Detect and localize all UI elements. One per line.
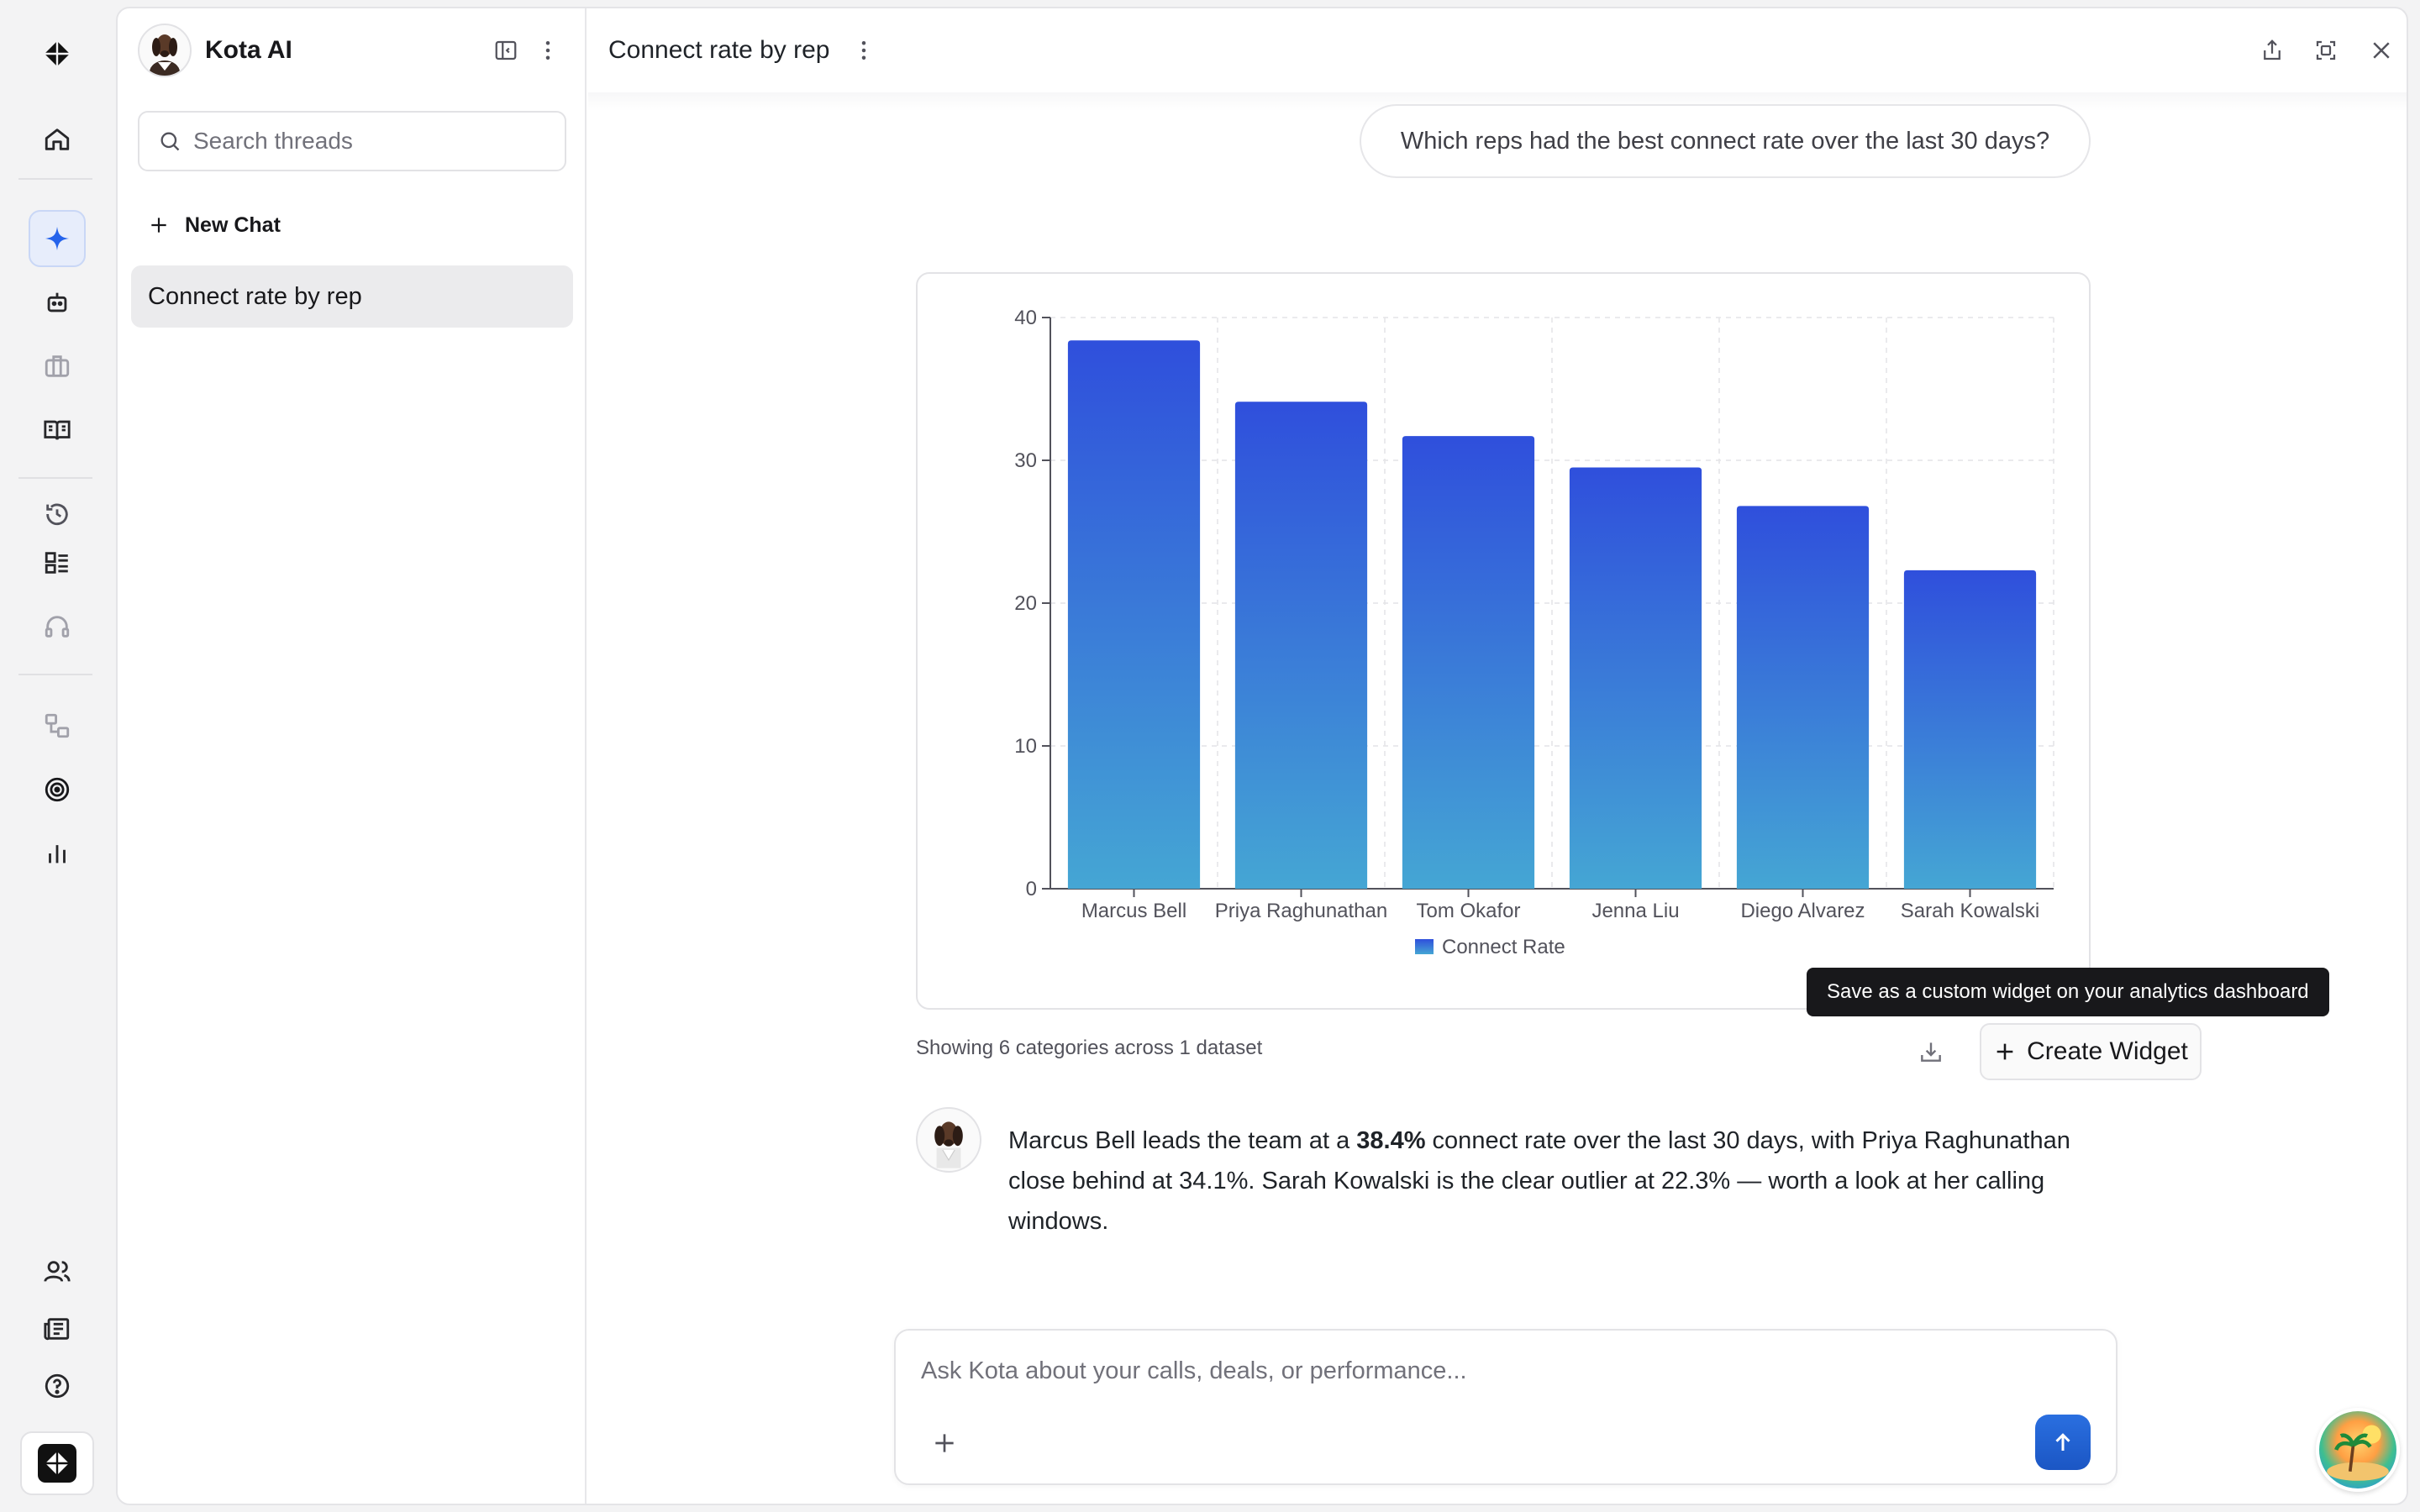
chart-legend: Connect Rate — [1415, 936, 1565, 958]
briefcase-icon[interactable] — [29, 338, 86, 395]
attach-button[interactable] — [926, 1425, 963, 1462]
bot-icon[interactable] — [29, 274, 86, 331]
composer-input[interactable] — [921, 1357, 2081, 1391]
dog-avatar-icon — [934, 1121, 963, 1168]
chat-header: Connect rate by rep — [588, 8, 2407, 92]
y-tick-label: 20 — [1014, 592, 1037, 615]
app-logo-icon[interactable] — [29, 25, 86, 82]
plus-icon — [151, 218, 166, 233]
help-icon[interactable] — [29, 1357, 86, 1415]
chart-note: Showing 6 categories across 1 dataset — [916, 1037, 1263, 1059]
threads-more-icon[interactable] — [531, 34, 565, 67]
chart-grid — [1050, 317, 2054, 889]
x-tick-label: Priya Raghunathan — [1215, 900, 1387, 922]
island-icon — [2327, 1425, 2389, 1481]
bar — [1569, 467, 1702, 889]
user-message: Which reps had the best connect rate ove… — [1360, 104, 2091, 178]
thread-item-label: Connect rate by rep — [148, 282, 362, 310]
rail-divider — [18, 178, 92, 180]
search-icon — [160, 132, 180, 151]
legend-swatch — [1415, 939, 1434, 954]
fullscreen-icon[interactable] — [2309, 34, 2343, 67]
chat-more-icon[interactable] — [847, 34, 881, 67]
sparkle-icon[interactable] — [29, 210, 86, 267]
newspaper-icon[interactable] — [29, 1300, 86, 1357]
y-tick-label: 30 — [1014, 449, 1037, 472]
create-widget-tooltip: Save as a custom widget on your analytic… — [1807, 968, 2329, 1016]
composer — [894, 1329, 2118, 1485]
assistant-text: Marcus Bell leads the team at a — [1008, 1127, 1357, 1154]
collapse-sidebar-icon[interactable] — [489, 34, 523, 67]
history-icon[interactable] — [29, 486, 86, 543]
book-icon[interactable] — [29, 402, 86, 459]
plus-icon — [935, 1434, 954, 1452]
user-message-text: Which reps had the best connect rate ove… — [1400, 127, 2050, 155]
create-widget-button[interactable]: Create Widget — [1980, 1023, 2202, 1080]
rail-divider — [18, 477, 92, 479]
search-input[interactable] — [193, 128, 546, 155]
threads-header: Kota AI — [118, 8, 585, 92]
x-tick-label: Diego Alvarez — [1740, 900, 1865, 922]
y-tick-label: 10 — [1014, 735, 1037, 758]
workflow-icon[interactable] — [29, 697, 86, 754]
x-tick-label: Marcus Bell — [1081, 900, 1186, 922]
x-tick-label: Tom Okafor — [1416, 900, 1520, 922]
target-icon[interactable] — [29, 761, 86, 818]
workspace-logo-icon — [38, 1444, 76, 1483]
bar — [1067, 340, 1201, 889]
chart-axes — [1042, 317, 2054, 897]
bar — [1402, 436, 1535, 889]
threads-title: Kota AI — [205, 36, 292, 64]
x-tick-label: Sarah Kowalski — [1901, 900, 2039, 922]
chart-card: Marcus Bell Priya Raghunathan Tom Okafor Je… — [916, 272, 2091, 1010]
create-widget-label: Create Widget — [2027, 1037, 2188, 1065]
home-icon[interactable] — [29, 111, 86, 168]
dog-avatar-icon — [150, 34, 180, 76]
assistant-avatar — [916, 1107, 981, 1173]
users-icon[interactable] — [29, 1243, 86, 1300]
new-chat-button[interactable]: New Chat — [148, 207, 281, 244]
close-icon[interactable] — [2365, 34, 2398, 67]
assistant-launcher-avatar[interactable] — [2316, 1408, 2400, 1492]
chart-bars — [1067, 340, 2037, 889]
main-panel: Kota AI New Chat Connect rate by rep Con… — [116, 7, 2408, 1505]
workspace-switcher[interactable] — [20, 1431, 94, 1495]
tooltip-text: Save as a custom widget on your analytic… — [1827, 980, 2309, 1003]
y-tick-label: 40 — [1014, 307, 1037, 329]
bar — [1234, 402, 1368, 889]
arrow-up-icon — [2055, 1433, 2070, 1451]
search-threads — [138, 111, 566, 171]
download-icon — [1921, 1042, 1941, 1062]
y-tick-label: 0 — [1026, 878, 1037, 900]
send-button[interactable] — [2035, 1415, 2091, 1470]
assistant-message: Marcus Bell leads the team at a 38.4% co… — [1008, 1121, 2101, 1242]
headset-icon[interactable] — [29, 598, 86, 655]
bar — [1903, 570, 2037, 889]
new-chat-label: New Chat — [185, 213, 281, 237]
bar — [1736, 506, 1870, 889]
assistant-text: connect rate over the last 30 days, with… — [1008, 1127, 2070, 1235]
app-rail — [0, 0, 114, 1512]
plus-icon — [1996, 1043, 2013, 1060]
thread-item[interactable]: Connect rate by rep — [131, 265, 573, 328]
assistant-highlight: 38.4% — [1356, 1127, 1426, 1154]
chart-y-labels: 0 10 20 30 40 — [1014, 307, 1037, 900]
download-button[interactable] — [1911, 1032, 1951, 1072]
threads-sidebar: Kota AI New Chat Connect rate by rep — [118, 8, 587, 1504]
x-tick-label: Jenna Liu — [1591, 900, 1679, 922]
chart-x-labels: Marcus Bell Priya Raghunathan Tom Okafor Je… — [1081, 900, 2039, 922]
chat-area: Connect rate by rep Which reps had the b… — [588, 8, 2407, 1504]
bar-chart-icon[interactable] — [29, 825, 86, 882]
share-icon[interactable] — [2255, 34, 2289, 67]
connect-rate-chart: Marcus Bell Priya Raghunathan Tom Okafor Je… — [1014, 307, 2054, 958]
legend-label: Connect Rate — [1442, 936, 1565, 958]
chat-title: Connect rate by rep — [608, 36, 830, 64]
avatar[interactable] — [138, 24, 192, 77]
list-icon[interactable] — [29, 534, 86, 591]
rail-divider — [18, 674, 92, 675]
